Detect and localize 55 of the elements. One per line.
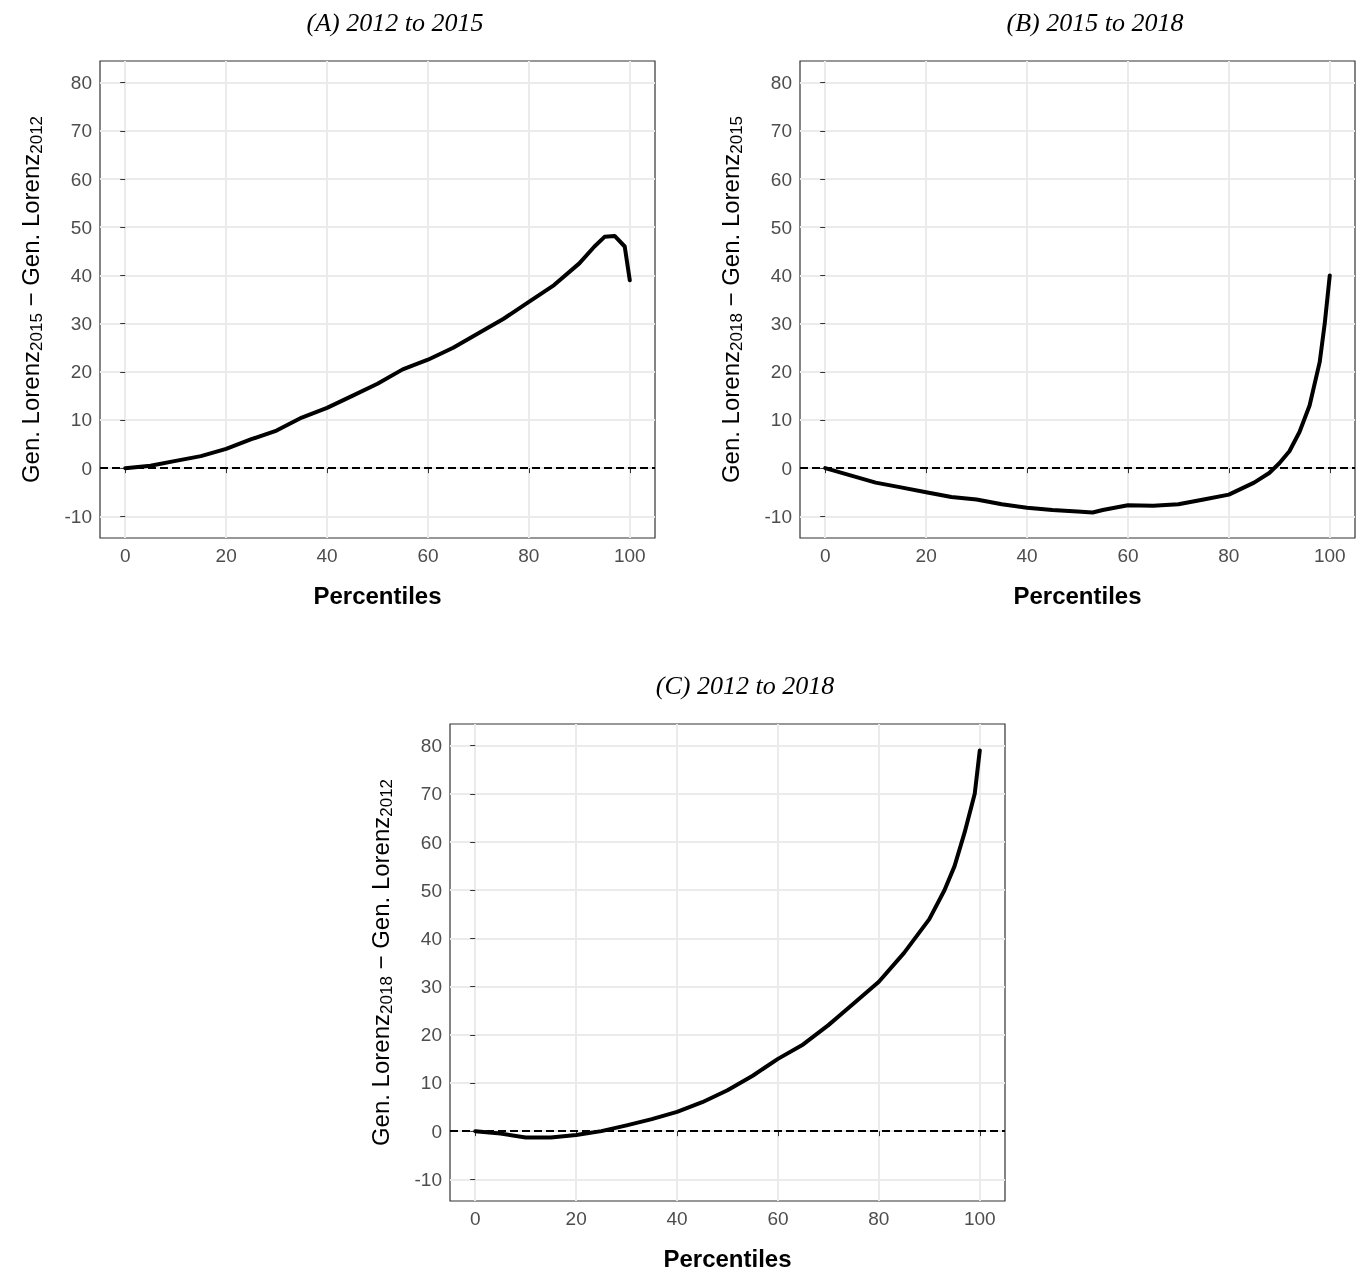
x-tick-label: 0: [819, 545, 831, 566]
y-tick-label: 30: [770, 313, 792, 335]
y-tick-label: 0: [431, 1120, 442, 1142]
y-tick-label: -10: [64, 505, 92, 527]
y-tick-label: 0: [81, 457, 92, 479]
y-tick-label: -10: [764, 505, 792, 527]
y-axis-title: Gen. Lorenz2018 − Gen. Lorenz2012: [367, 778, 396, 1147]
y-tick-label: 40: [70, 264, 92, 286]
x-tick-label: 20: [215, 545, 237, 566]
x-axis-title: Percentiles: [663, 1244, 792, 1272]
y-tick-label: 20: [70, 361, 92, 383]
y-tick-label: 10: [70, 409, 92, 431]
y-axis-title: Gen. Lorenz2015 − Gen. Lorenz2012: [17, 115, 46, 484]
y-tick-label: 70: [770, 120, 792, 142]
y-tick-label: 80: [420, 735, 442, 757]
y-tick-label: 30: [420, 976, 442, 998]
x-tick-label: 0: [469, 1208, 481, 1229]
y-axis-title: Gen. Lorenz2018 − Gen. Lorenz2015: [717, 115, 746, 484]
y-tick-label: -10: [414, 1168, 442, 1190]
y-tick-label: 20: [420, 1024, 442, 1046]
x-tick-label: 80: [868, 1208, 890, 1229]
y-tick-label: 60: [770, 168, 792, 190]
x-tick-label: 60: [1117, 545, 1139, 566]
y-tick-label: 30: [70, 313, 92, 335]
y-tick-label: 50: [770, 216, 792, 238]
x-tick-label: 40: [1016, 545, 1038, 566]
x-axis-title: Percentiles: [313, 581, 442, 609]
y-tick-label: 10: [420, 1072, 442, 1094]
x-tick-label: 40: [666, 1208, 688, 1229]
y-tick-label: 40: [770, 264, 792, 286]
x-tick-label: 20: [565, 1208, 587, 1229]
y-tick-label: 20: [770, 361, 792, 383]
y-tick-label: 50: [70, 216, 92, 238]
y-tick-label: 70: [70, 120, 92, 142]
y-tick-label: 80: [70, 72, 92, 94]
x-tick-label: 100: [613, 545, 646, 566]
chart-title: (C) 2012 to 2018: [655, 670, 835, 700]
y-tick-label: 70: [420, 783, 442, 805]
x-tick-label: 80: [1218, 545, 1240, 566]
y-tick-label: 50: [420, 879, 442, 901]
y-tick-label: 60: [70, 168, 92, 190]
x-tick-label: 80: [518, 545, 540, 566]
x-tick-label: 40: [316, 545, 338, 566]
x-tick-label: 100: [963, 1208, 996, 1229]
y-tick-label: 0: [781, 457, 792, 479]
y-tick-label: 60: [420, 831, 442, 853]
y-tick-label: 40: [420, 927, 442, 949]
x-tick-label: 100: [1313, 545, 1346, 566]
y-tick-label: 80: [770, 72, 792, 94]
chart-title: (B) 2015 to 2018: [1006, 7, 1184, 37]
x-tick-label: 20: [915, 545, 937, 566]
x-tick-label: 0: [119, 545, 131, 566]
y-tick-label: 10: [770, 409, 792, 431]
x-axis-title: Percentiles: [1013, 581, 1142, 609]
chart-title: (A) 2012 to 2015: [306, 7, 484, 37]
